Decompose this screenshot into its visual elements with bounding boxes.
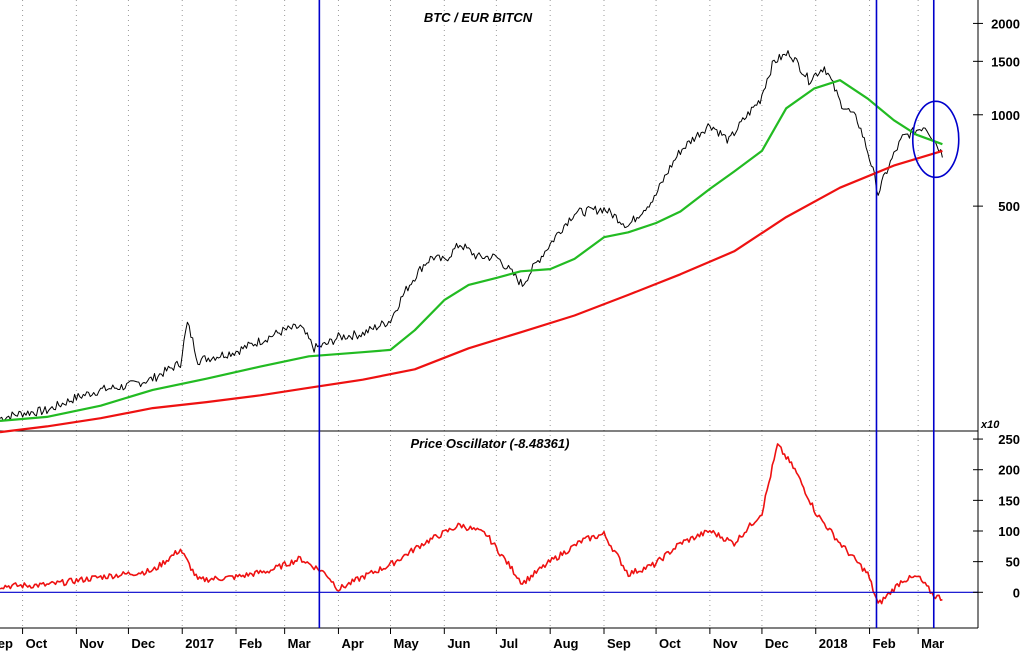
x-axis-label: Dec <box>131 636 155 651</box>
x-axis-label: Mar <box>288 636 311 651</box>
price-y-tick-label: 1500 <box>991 54 1020 69</box>
x-axis-label: Nov <box>79 636 104 651</box>
price-y-tick-label: 2000 <box>991 16 1020 31</box>
x-axis-label: Nov <box>713 636 738 651</box>
x-axis-label: Mar <box>921 636 944 651</box>
price-series-line-1 <box>0 79 943 422</box>
annotation-ellipse <box>911 100 960 179</box>
axis-layer: 500 1000 1500 2000 0 50 100 150 200 250 ep Oct Nov De… <box>0 16 1020 651</box>
price-series-line-2 <box>0 149 943 434</box>
price-y-tick-label: 500 <box>998 199 1020 214</box>
x-axis-label: Apr <box>341 636 363 651</box>
price-y-tick-label: 1000 <box>991 108 1020 123</box>
price-chart-title: BTC / EUR BITCN <box>424 10 533 25</box>
x-axis-label: Feb <box>873 636 896 651</box>
x-axis-label: ep <box>0 636 13 651</box>
x-axis-label: Oct <box>26 636 48 651</box>
x-axis-label: Jun <box>447 636 470 651</box>
x-axis-label: Dec <box>765 636 789 651</box>
oscillator-series-line-0 <box>0 443 943 605</box>
annotation-layer <box>0 0 978 628</box>
oscillator-y-tick-label: 250 <box>998 432 1020 447</box>
oscillator-y-tick-label: 150 <box>998 493 1020 508</box>
series-layer <box>0 50 943 605</box>
x-axis-label: 2017 <box>185 636 214 651</box>
oscillator-title: Price Oscillator (-8.48361) <box>411 436 570 451</box>
x-axis-label: Aug <box>553 636 578 651</box>
x-axis-label: Sep <box>607 636 631 651</box>
x-axis-label: Feb <box>239 636 262 651</box>
price-series-line-0 <box>0 50 943 422</box>
oscillator-y-tick-label: 50 <box>1006 555 1020 570</box>
x-axis-label: Jul <box>499 636 518 651</box>
oscillator-y-tick-label: 200 <box>998 463 1020 478</box>
multiplier-label: x10 <box>980 419 1000 431</box>
grid-layer <box>22 0 919 628</box>
oscillator-y-tick-label: 100 <box>998 524 1020 539</box>
oscillator-y-tick-label: 0 <box>1013 585 1020 600</box>
x-axis-label: 2018 <box>819 636 848 651</box>
x-axis-label: May <box>394 636 420 651</box>
x-axis-label: Oct <box>659 636 681 651</box>
